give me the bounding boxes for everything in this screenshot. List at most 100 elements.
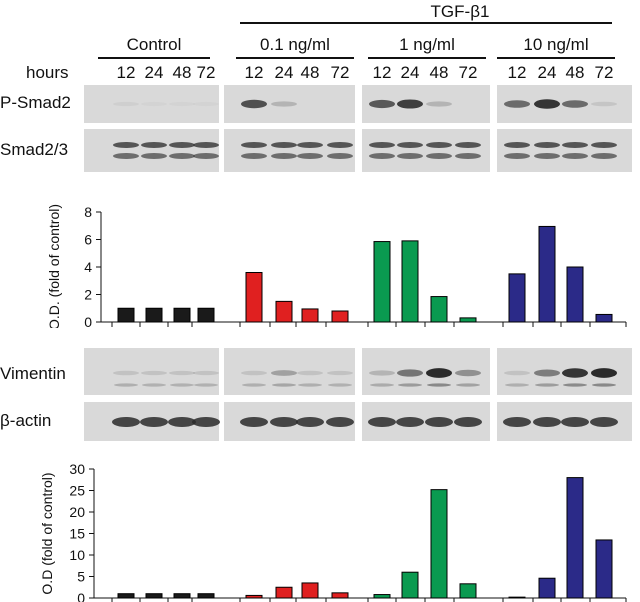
- blot-band: [240, 417, 268, 427]
- bar: [301, 582, 319, 599]
- y-tick-label: 5: [77, 569, 85, 585]
- blot-band: [369, 153, 395, 159]
- blot-band: [592, 383, 616, 387]
- chart-phospho-smad2: 0 2 4 6 8 O.D. (fold of control): [46, 204, 627, 328]
- blot-band: [425, 417, 453, 427]
- blot-band: [369, 370, 395, 376]
- bar: [401, 571, 419, 599]
- hours-value: 48: [565, 63, 585, 82]
- blot-band: [397, 153, 423, 159]
- blot-band: [193, 102, 219, 106]
- blot-band: [326, 417, 354, 427]
- hours-value: 12: [116, 63, 136, 82]
- blot-band: [170, 383, 194, 387]
- blot-band: [534, 369, 560, 377]
- blot-band: [112, 417, 140, 427]
- blot-band: [590, 417, 618, 427]
- chart-vimentin: 0 5 10 15 20 25 30 O.D (fold of control): [39, 461, 627, 602]
- blot-band: [242, 383, 266, 387]
- group-rule-1: [368, 57, 486, 59]
- blot-band: [193, 153, 219, 159]
- group-rule-10: [497, 57, 615, 59]
- hours-value: 12: [372, 63, 392, 82]
- blot-band: [369, 99, 395, 109]
- bar: [566, 477, 584, 599]
- group-rule-0.1: [236, 57, 354, 59]
- blot-band: [591, 101, 617, 107]
- blot-band: [141, 102, 167, 106]
- blot-band: [426, 101, 452, 107]
- blot-band: [241, 370, 267, 376]
- blot-band: [327, 153, 353, 159]
- blot-band: [454, 417, 482, 427]
- hours-value: 48: [429, 63, 449, 82]
- bar: [430, 296, 448, 323]
- blot-band: [114, 383, 138, 387]
- hours-value: 48: [172, 63, 192, 82]
- blot-band: [562, 100, 588, 108]
- blot-band: [271, 370, 297, 376]
- blot-band: [455, 369, 481, 377]
- blot-band: [297, 370, 323, 376]
- blot-band: [591, 142, 617, 148]
- bar: [538, 225, 556, 323]
- bar: [538, 577, 556, 599]
- bar: [197, 593, 215, 599]
- blot-band: [168, 417, 196, 427]
- blot-band: [456, 383, 480, 387]
- blot-band: [241, 142, 267, 148]
- blot-band: [270, 417, 298, 427]
- blot-band: [113, 142, 139, 148]
- blot-band: [398, 383, 422, 387]
- blot-band: [455, 153, 481, 159]
- blot-band: [169, 102, 195, 106]
- bar: [459, 583, 477, 599]
- bar: [595, 539, 613, 599]
- bar: [145, 307, 163, 323]
- blot-band: [141, 142, 167, 148]
- blot-band: [561, 417, 589, 427]
- hours-value: 72: [196, 63, 216, 82]
- blot-band: [591, 368, 617, 378]
- blot-band: [327, 142, 353, 148]
- blot-band: [113, 101, 139, 107]
- blot-band: [169, 153, 195, 159]
- bar: [245, 272, 263, 323]
- blot-band: [296, 417, 324, 427]
- bar: [275, 300, 293, 323]
- blot-band: [533, 417, 561, 427]
- bar: [373, 594, 391, 599]
- blot-band: [397, 142, 423, 148]
- blot-band: [562, 153, 588, 159]
- blot-label-actin: β-actin: [0, 411, 52, 430]
- blot-panel: [84, 348, 219, 395]
- blot-band: [141, 370, 167, 376]
- bar: [373, 241, 391, 323]
- blot-band: [397, 369, 423, 377]
- blot-band: [193, 142, 219, 148]
- blot-band: [297, 142, 323, 148]
- bar: [331, 592, 349, 599]
- y-tick-label: 8: [84, 204, 92, 220]
- blot-band: [505, 383, 529, 387]
- hours-value: 24: [144, 63, 164, 82]
- blot-band: [368, 417, 396, 427]
- bar: [117, 593, 135, 599]
- y-tick-label: 0: [77, 590, 85, 602]
- bar: [173, 307, 191, 323]
- blot-band: [503, 417, 531, 427]
- blot-band: [272, 383, 296, 387]
- blot-band: [563, 383, 587, 387]
- blot-panel: [224, 348, 355, 395]
- blot-band: [426, 368, 452, 378]
- bar: [430, 489, 448, 599]
- blot-band: [535, 383, 559, 387]
- blot-panel: [497, 129, 632, 172]
- blot-band: [271, 101, 297, 107]
- y-tick-label: 2: [84, 287, 92, 303]
- y-tick-label: 0: [84, 314, 92, 328]
- group-label-0.1: 0.1 ng/ml: [260, 35, 330, 54]
- blot-panel: [362, 348, 490, 395]
- treatment-label: TGF-β1: [430, 2, 490, 21]
